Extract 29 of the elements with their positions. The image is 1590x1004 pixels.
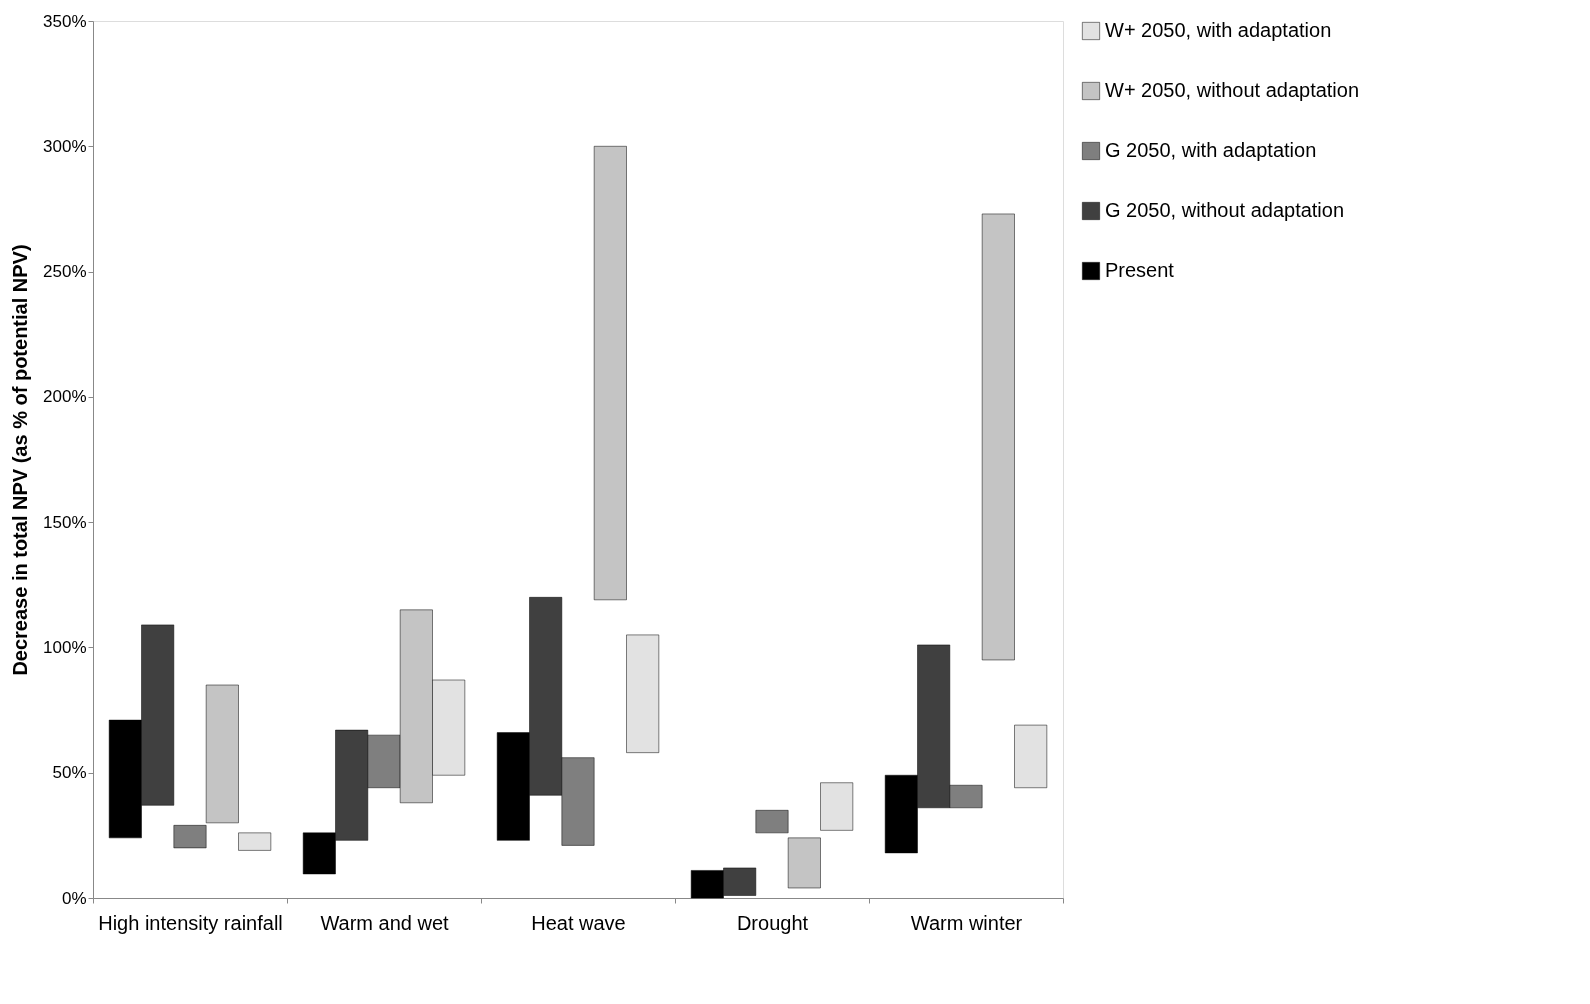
- bar: [1014, 724, 1048, 788]
- bar: [173, 825, 207, 849]
- y-tick-label: 200%: [43, 387, 87, 407]
- y-tick-label: 300%: [43, 136, 87, 156]
- bar: [205, 684, 239, 824]
- bar: [626, 634, 660, 753]
- legend-label: G 2050, with adaptation: [1105, 139, 1317, 161]
- y-tick-label: 100%: [43, 637, 87, 657]
- bar: [593, 146, 627, 601]
- y-tick-label: 0%: [61, 888, 87, 908]
- y-axis-title: Decrease in total NPV (as % of potential NPV): [9, 244, 32, 676]
- x-tick-label: Heat wave: [531, 911, 626, 934]
- legend-label: W+ 2050, without adaptation: [1105, 79, 1360, 101]
- x-tick-label: High intensity rainfall: [98, 911, 283, 934]
- bar: [787, 837, 821, 889]
- y-tick-label: 150%: [43, 512, 87, 532]
- x-tick-label: Drought: [736, 911, 809, 934]
- legend-label: Present: [1105, 259, 1175, 281]
- y-tick-label: 250%: [43, 262, 87, 282]
- bar: [981, 213, 1015, 661]
- y-tick-label: 50%: [52, 763, 87, 783]
- legend-label: W+ 2050, with adaptation: [1105, 19, 1332, 41]
- legend-label: G 2050, without adaptation: [1105, 199, 1345, 221]
- bar: [755, 810, 789, 834]
- x-tick-label: Warm winter: [910, 911, 1023, 934]
- bar: [820, 782, 854, 831]
- bar: [238, 832, 272, 851]
- y-tick-label: 350%: [43, 11, 87, 31]
- x-tick-label: Warm and wet: [320, 911, 450, 934]
